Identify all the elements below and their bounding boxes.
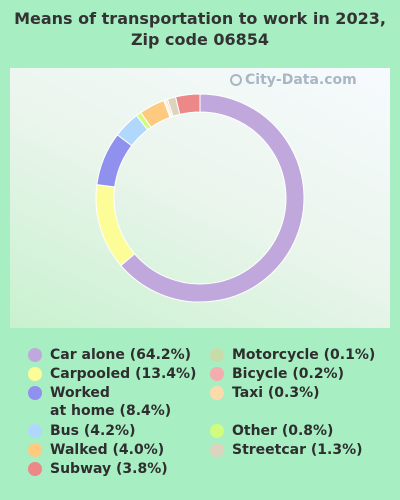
legend: Car alone (64.2%) Carpooled (13.4%) Worked… — [0, 346, 400, 496]
legend-label: Bus (4.2%) — [50, 423, 136, 439]
legend-label: Taxi (0.3%) — [232, 385, 320, 401]
legend-item-3: Bus (4.2%) — [28, 422, 135, 440]
legend-swatch — [28, 367, 42, 381]
donut-slice-2 — [96, 134, 133, 188]
legend-item-8: Taxi (0.3%) — [210, 384, 320, 402]
legend-swatch — [28, 386, 42, 400]
legend-label: Carpooled (13.4%) — [50, 366, 197, 382]
legend-label: Motorcycle (0.1%) — [232, 347, 376, 363]
donut-slice-10 — [174, 93, 201, 116]
legend-swatch — [28, 348, 42, 362]
legend-label: Other (0.8%) — [232, 423, 334, 439]
magnifier-icon — [230, 74, 242, 86]
legend-label: Car alone (64.2%) — [50, 347, 192, 363]
legend-item-10: Subway (3.8%) — [28, 460, 168, 478]
legend-item-1: Carpooled (13.4%) — [28, 365, 196, 383]
chart-title: Means of transportation to work in 2023,… — [14, 9, 386, 49]
legend-label: Subway (3.8%) — [50, 461, 168, 477]
legend-label: Worked at home (8.4%) — [50, 385, 172, 419]
watermark-text: City-Data.com — [245, 72, 357, 88]
legend-swatch — [210, 424, 224, 438]
legend-item-5: Walked (4.0%) — [28, 441, 164, 459]
donut-slice-0 — [120, 93, 305, 303]
legend-swatch — [210, 367, 224, 381]
legend-swatch — [28, 443, 42, 457]
legend-swatch — [210, 386, 224, 400]
legend-swatch — [210, 443, 224, 457]
watermark: City-Data.com — [230, 72, 357, 88]
legend-item-6: Motorcycle (0.1%) — [210, 346, 375, 364]
legend-swatch — [210, 348, 224, 362]
legend-label: Bicycle (0.2%) — [232, 366, 344, 382]
legend-swatch — [28, 462, 42, 476]
legend-label: Walked (4.0%) — [50, 442, 165, 458]
legend-item-0: Car alone (64.2%) — [28, 346, 191, 364]
donut-slice-1 — [95, 184, 136, 267]
legend-item-2: Worked at home (8.4%) — [28, 384, 171, 420]
legend-swatch — [28, 424, 42, 438]
legend-label: Streetcar (1.3%) — [232, 442, 363, 458]
legend-item-9: Streetcar (1.3%) — [210, 441, 363, 459]
legend-item-7: Bicycle (0.2%) — [210, 365, 344, 383]
legend-item-4: Other (0.8%) — [210, 422, 333, 440]
